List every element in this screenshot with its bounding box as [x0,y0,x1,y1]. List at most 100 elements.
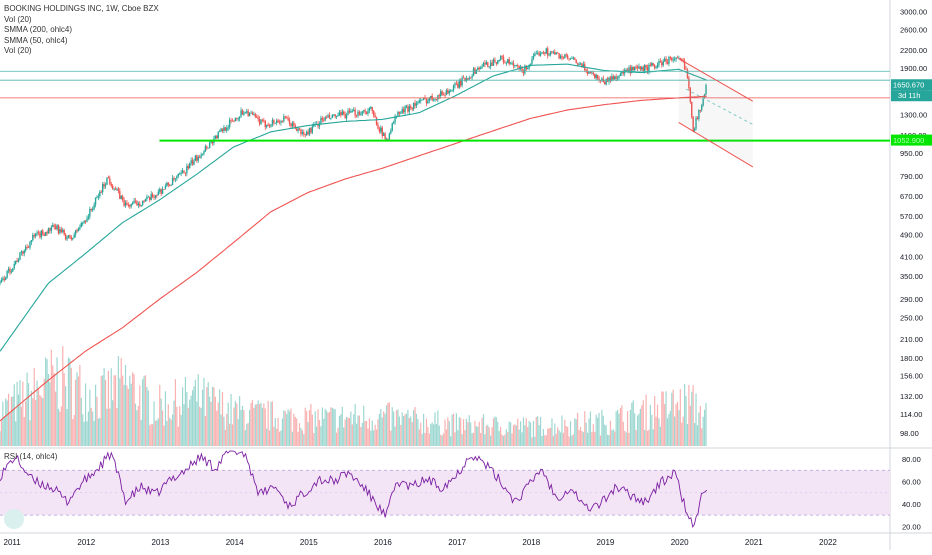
candle-body [368,108,371,111]
candle-body [384,133,386,139]
candle-body [465,78,468,81]
volume-bar [367,428,369,446]
candle-body [705,84,707,95]
volume-bar [655,416,657,446]
candle-body [696,117,699,119]
volume-bar [597,417,599,446]
volume-bar [22,381,24,446]
candle-body [151,194,154,198]
volume-bar [351,424,353,446]
countdown-label-bg [891,90,932,102]
volume-bar [181,387,184,446]
volume-bar [565,426,567,446]
volume-bar [557,427,559,446]
volume-bar [384,413,386,446]
volume-bar [133,374,135,446]
tradingview-logo-icon[interactable] [4,509,24,529]
candle-body [268,125,271,127]
volume-bar [120,358,122,446]
volume-bar [311,414,313,446]
volume-bar [508,421,510,446]
candle-body [363,110,365,112]
candle-body [139,203,141,206]
candle-body [283,116,285,122]
volume-bar [398,416,400,446]
volume-bar [665,391,667,446]
candle-body [9,268,11,273]
candle-body [367,110,369,114]
channel-upper-line[interactable] [678,58,754,102]
candle-body [467,78,469,80]
candle-body [564,54,566,59]
volume-bar [431,422,433,446]
volume-bar [599,435,602,446]
candle-body [99,191,101,197]
volume-bar [147,390,149,446]
volume-bar [445,429,448,446]
candle-body [67,235,70,238]
volume-bar [86,421,88,446]
candle-body [629,67,632,74]
candle-body [633,66,636,71]
candle-body [661,62,663,66]
candle-body [521,66,523,72]
candle-body [200,154,202,158]
candle-body [2,278,4,280]
price-pane[interactable] [0,0,890,446]
candle-body [161,189,164,194]
candle-body [5,277,7,280]
candle-body [589,71,592,74]
candle-body [154,195,157,198]
volume-bar [555,433,557,446]
candle-body [69,235,71,238]
candle-body [447,90,449,94]
price-tick-label: 290.00 [900,295,923,304]
candle-body [287,118,289,121]
candle-body [251,112,254,115]
volume-bar [420,422,422,446]
volume-bar [654,395,656,446]
volume-bar [160,398,162,446]
volume-bar [74,379,77,446]
volume-bar [383,411,385,446]
volume-bar [94,384,97,446]
volume-bar [589,411,592,446]
volume-bar [525,418,527,446]
candle-body [558,53,560,59]
candle-body [32,235,34,241]
volume-bar [284,411,286,446]
volume-bar [314,411,316,446]
candle-body [354,109,356,116]
volume-bar [286,414,288,446]
price-tick-label: 790.00 [900,172,923,181]
candle-body [188,163,191,169]
legend-item-smma50: SMMA (50, ohlc4) [4,35,68,45]
candle-body [20,251,23,253]
candle-body [228,120,231,128]
candle-body [669,57,672,58]
volume-bar [149,425,151,446]
candle-body [42,230,44,235]
volume-bar [401,412,403,446]
volume-bar [668,413,670,446]
candle-body [635,66,637,68]
volume-bar [83,421,85,446]
candle-body [327,115,329,118]
candle-body [304,134,306,135]
candle-body [651,63,653,66]
candle-body [53,225,55,227]
volume-bar [296,418,298,446]
volume-bar [77,376,80,446]
volume-bar [186,391,188,446]
volume-bar [567,427,569,446]
channel-lower-line[interactable] [678,122,754,168]
candle-body [514,65,516,67]
volume-bar [598,412,600,446]
volume-bar [374,424,376,446]
volume-bar [686,424,689,446]
volume-bar [631,402,633,446]
volume-bar [268,430,271,446]
volume-bar [441,435,443,446]
candle-body [338,112,341,116]
